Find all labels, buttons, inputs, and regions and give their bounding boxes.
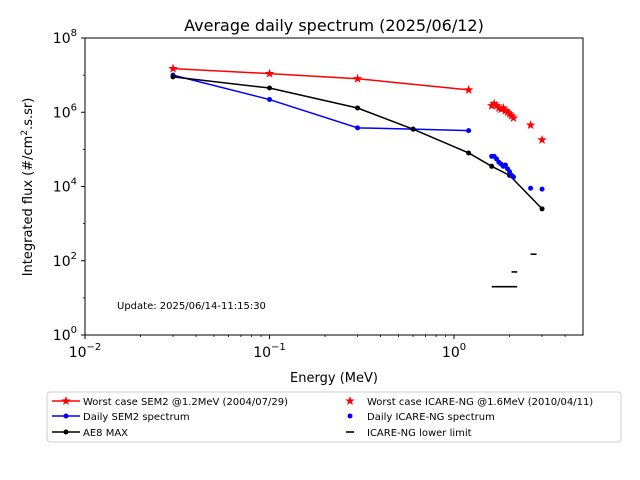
y-tick-label: 108 (53, 28, 77, 47)
legend-dot-marker (63, 413, 69, 419)
data-point-star (504, 108, 515, 118)
y-tick-label-exponent: 8 (71, 28, 77, 39)
series-2 (170, 74, 545, 212)
x-tick-label-exponent: −1 (271, 342, 286, 353)
data-point (410, 126, 416, 132)
data-point-star (525, 120, 536, 130)
data-point-star (168, 63, 178, 73)
x-axis-label: Energy (MeV) (290, 371, 378, 386)
data-point (539, 186, 545, 192)
data-point (170, 74, 176, 80)
data-point-star (463, 84, 474, 94)
y-tick-label: 104 (53, 177, 77, 196)
x-tick-label: 10−1 (253, 342, 286, 361)
y-axis-label: Integrated flux (#/cm2.s.sr) (20, 98, 36, 277)
legend-star-marker (61, 396, 71, 406)
legend-star-marker (345, 396, 355, 406)
data-point-star (486, 100, 497, 110)
legend-entry: Worst case SEM2 @1.2MeV (2004/07/29) (52, 396, 288, 408)
x-tick-label-base: 10 (253, 345, 271, 361)
data-point-star (502, 107, 513, 117)
legend-dot-marker (347, 413, 353, 419)
data-point (489, 163, 495, 169)
plot-frame (84, 37, 584, 336)
legend-entry: Daily ICARE-NG spectrum (347, 412, 495, 423)
y-tick-label-base: 10 (53, 105, 71, 121)
data-point-star (498, 103, 509, 113)
y-axis-label-main: Integrated flux (#/cm (21, 136, 36, 277)
data-point (510, 174, 516, 180)
data-point (267, 97, 273, 103)
y-axis-label-superscript: 2 (20, 130, 30, 136)
data-point-star (496, 104, 506, 114)
x-tick-label: 10−2 (69, 342, 102, 361)
y-tick-label-exponent: 2 (71, 251, 77, 262)
series-0 (168, 63, 474, 94)
data-point (502, 162, 508, 168)
data-point-star (489, 98, 499, 108)
data-point (539, 206, 545, 212)
legend-dot-marker (63, 429, 69, 435)
data-point-star (508, 113, 519, 123)
legend-label: Worst case SEM2 @1.2MeV (2004/07/29) (83, 397, 288, 408)
legend-label: AE8 MAX (83, 428, 128, 439)
legend-label: ICARE-NG lower limit (367, 428, 472, 439)
series-4 (489, 153, 545, 192)
data-point (355, 125, 361, 131)
data-point (267, 85, 273, 91)
legend-label: Worst case ICARE-NG @1.6MeV (2010/04/11) (367, 397, 593, 408)
data-point (355, 105, 361, 111)
x-tick-label-base: 10 (69, 345, 87, 361)
y-tick-label-exponent: 6 (71, 102, 77, 113)
legend-entry: Daily SEM2 spectrum (52, 412, 190, 423)
y-tick-label-base: 10 (53, 180, 71, 196)
legend-box (46, 391, 622, 443)
series-line (172, 74, 469, 132)
data-point (466, 128, 472, 134)
data-point-star (352, 73, 363, 83)
series-line (173, 67, 469, 91)
legend-label: Daily SEM2 spectrum (83, 412, 190, 423)
y-tick-label-base: 10 (53, 31, 71, 47)
legend-entry: AE8 MAX (52, 428, 128, 439)
data-point-star (500, 105, 511, 115)
y-tick-label: 106 (53, 102, 77, 121)
x-tick-label-exponent: −2 (87, 342, 102, 353)
data-point-star (491, 100, 502, 110)
legend-label: Daily ICARE-NG spectrum (367, 412, 495, 423)
y-axis-label-end: .s.sr) (21, 98, 36, 130)
data-point-star (537, 134, 547, 144)
legend: Worst case SEM2 @1.2MeV (2004/07/29) Dail… (52, 396, 593, 439)
y-tick-label-base: 10 (53, 328, 71, 344)
data-point (528, 185, 534, 191)
series-3 (486, 98, 547, 144)
series-line (172, 76, 543, 210)
y-tick-label: 100 (53, 325, 77, 344)
series-5 (491, 253, 537, 288)
x-tick-label: 100 (442, 342, 466, 361)
y-tick-label-base: 10 (53, 254, 71, 270)
y-tick-label: 102 (53, 251, 77, 270)
x-tick-label-exponent: 0 (460, 342, 466, 353)
chart-title: Average daily spectrum (2025/06/12) (184, 16, 484, 35)
series-layer (168, 63, 547, 288)
legend-entry: ICARE-NG lower limit (346, 428, 472, 439)
data-point-star (506, 110, 517, 120)
data-point-star (264, 68, 275, 78)
y-tick-label-exponent: 4 (71, 177, 77, 188)
x-tick-label-base: 10 (442, 345, 460, 361)
data-point (466, 150, 472, 156)
legend-entry: Worst case ICARE-NG @1.6MeV (2010/04/11) (345, 396, 593, 408)
data-point-star (494, 103, 504, 113)
update-annotation: Update: 2025/06/14-11:15:30 (117, 301, 266, 312)
y-tick-label-exponent: 0 (71, 325, 77, 336)
